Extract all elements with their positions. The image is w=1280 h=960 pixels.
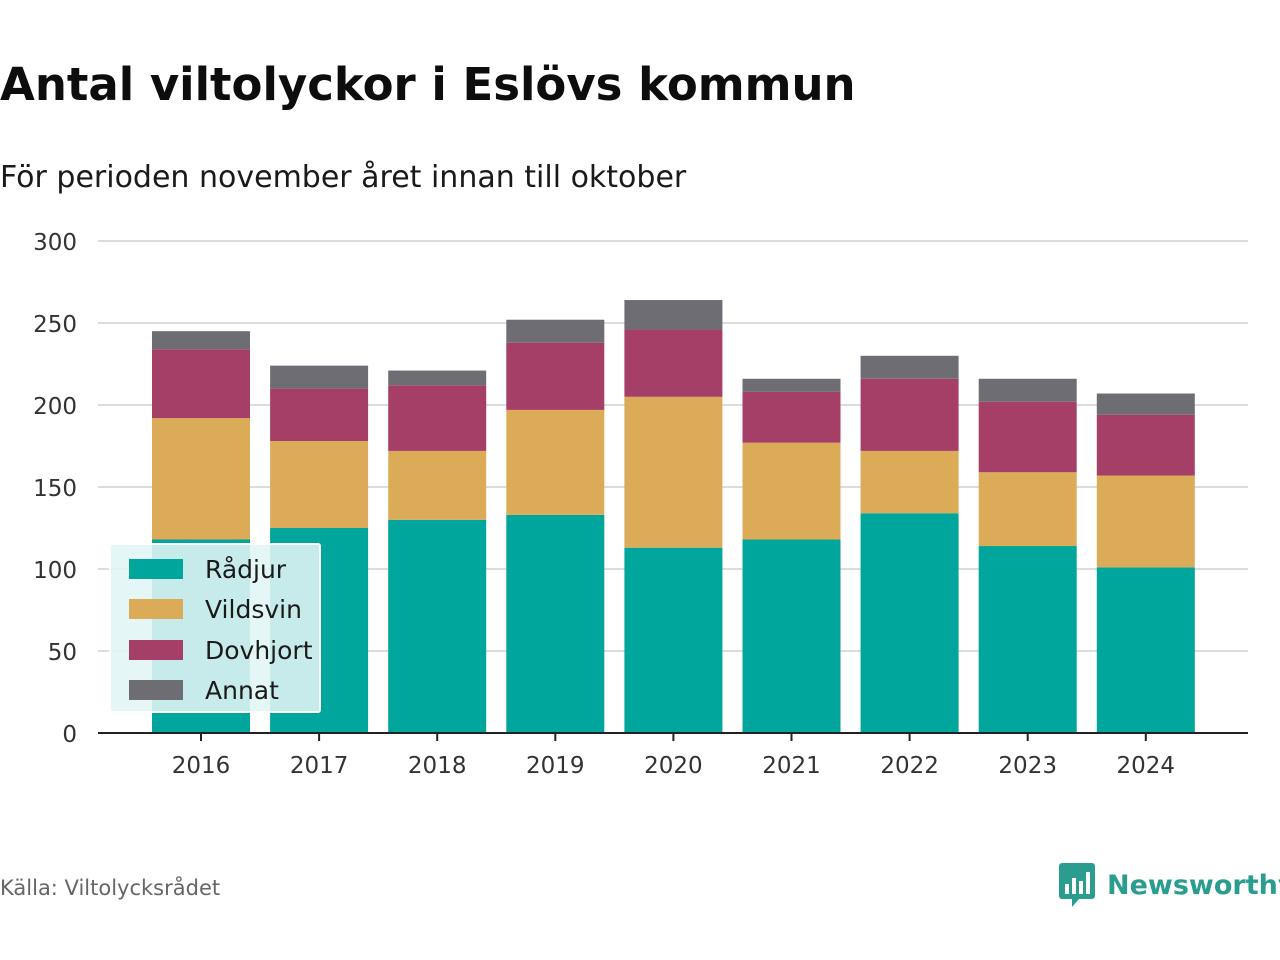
bar-rådjur-2022 bbox=[860, 513, 959, 733]
legend-label-0: Rådjur bbox=[205, 554, 287, 584]
bar-dovhjort-2019 bbox=[506, 342, 605, 410]
bar-vildsvin-2021 bbox=[742, 442, 841, 540]
bar-annat-2018 bbox=[388, 370, 487, 386]
legend-swatch-3 bbox=[129, 680, 183, 700]
x-tick-label: 2016 bbox=[172, 753, 231, 779]
x-tick-label: 2024 bbox=[1117, 753, 1176, 779]
bar-annat-2019 bbox=[506, 319, 605, 343]
x-tick-label: 2021 bbox=[762, 753, 821, 779]
bar-dovhjort-2016 bbox=[152, 349, 250, 419]
y-tick-label: 200 bbox=[33, 394, 77, 420]
bar-annat-2022 bbox=[860, 355, 959, 379]
chart-title: Antal viltolyckor i Eslövs kommun bbox=[0, 58, 856, 111]
chart-subtitle: För perioden november året innan till ok… bbox=[0, 160, 687, 195]
bar-vildsvin-2020 bbox=[624, 396, 723, 548]
bar-rådjur-2019 bbox=[506, 514, 605, 733]
bar-annat-2020 bbox=[624, 300, 723, 330]
legend-item-0: Rådjur bbox=[129, 554, 286, 584]
bar-annat-2016 bbox=[152, 331, 250, 350]
legend-label-3: Annat bbox=[205, 675, 279, 705]
legend-swatch-2 bbox=[129, 640, 183, 660]
y-tick-label: 100 bbox=[33, 558, 77, 584]
bar-rådjur-2021 bbox=[742, 539, 841, 733]
x-tick-label: 2020 bbox=[644, 753, 703, 779]
bar-dovhjort-2018 bbox=[388, 385, 487, 451]
legend-item-2: Dovhjort bbox=[129, 635, 313, 665]
bar-annat-2023 bbox=[978, 378, 1077, 402]
bar-dovhjort-2022 bbox=[860, 378, 959, 451]
legend-swatch-1 bbox=[129, 599, 183, 619]
bar-rådjur-2020 bbox=[624, 547, 723, 733]
x-tick-label: 2018 bbox=[408, 753, 467, 779]
bar-rådjur-2018 bbox=[388, 519, 487, 733]
y-tick-label: 50 bbox=[48, 640, 77, 666]
y-tick-label: 0 bbox=[62, 722, 77, 748]
brand-name: Newsworthy bbox=[1107, 869, 1280, 901]
bar-annat-2024 bbox=[1096, 393, 1195, 415]
bar-vildsvin-2017 bbox=[270, 441, 369, 528]
newsworthy-logo-icon bbox=[1059, 863, 1095, 907]
bar-dovhjort-2024 bbox=[1096, 414, 1195, 476]
bar-vildsvin-2022 bbox=[860, 450, 959, 514]
bar-vildsvin-2018 bbox=[388, 450, 487, 520]
bar-dovhjort-2021 bbox=[742, 391, 841, 443]
bar-rådjur-2023 bbox=[978, 546, 1077, 733]
y-tick-label: 150 bbox=[33, 476, 77, 502]
bar-vildsvin-2019 bbox=[506, 409, 605, 515]
x-tick-label: 2022 bbox=[880, 753, 939, 779]
bar-vildsvin-2023 bbox=[978, 472, 1077, 547]
y-tick-label: 250 bbox=[33, 312, 77, 338]
bar-annat-2021 bbox=[742, 378, 841, 392]
bar-rådjur-2024 bbox=[1096, 567, 1195, 733]
legend-item-3: Annat bbox=[129, 675, 279, 705]
x-tick-label: 2023 bbox=[998, 753, 1057, 779]
x-tick-label: 2019 bbox=[526, 753, 585, 779]
legend-swatch-0 bbox=[129, 559, 183, 579]
bar-annat-2017 bbox=[270, 365, 369, 389]
x-tick-label: 2017 bbox=[290, 753, 349, 779]
y-tick-label: 300 bbox=[33, 230, 77, 256]
chart-legend: Rådjur Vildsvin Dovhjort Annat bbox=[109, 543, 321, 713]
bar-dovhjort-2020 bbox=[624, 329, 723, 397]
bar-vildsvin-2016 bbox=[152, 418, 250, 540]
legend-label-2: Dovhjort bbox=[205, 635, 313, 665]
bar-dovhjort-2023 bbox=[978, 401, 1077, 473]
bar-vildsvin-2024 bbox=[1096, 475, 1195, 568]
source-note: Källa: Viltolycksrådet bbox=[0, 876, 221, 900]
legend-item-1: Vildsvin bbox=[129, 594, 302, 624]
bar-dovhjort-2017 bbox=[270, 388, 369, 442]
brand-logo[interactable]: Newsworthy bbox=[1059, 863, 1280, 907]
legend-label-1: Vildsvin bbox=[205, 594, 302, 624]
